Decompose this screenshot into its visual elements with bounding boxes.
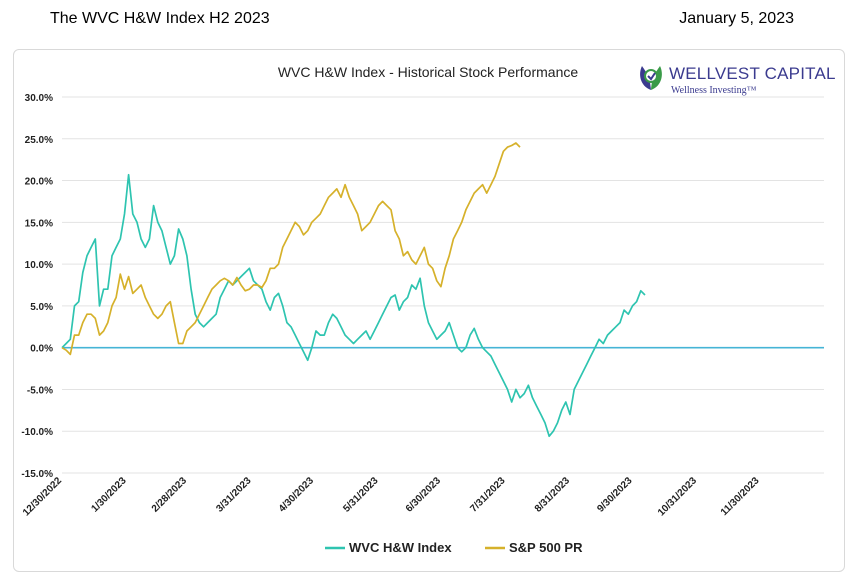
y-tick-label: -5.0% (27, 385, 53, 396)
x-tick-label: 2/28/2023 (150, 475, 190, 515)
leaf-logo-icon (640, 66, 662, 90)
legend-label: WVC H&W Index (349, 540, 452, 555)
x-tick-label: 12/30/2022 (21, 475, 64, 518)
page-title: The WVC H&W Index H2 2023 (50, 10, 270, 27)
x-tick-label: 4/30/2023 (277, 475, 317, 515)
x-tick-label: 8/31/2023 (533, 475, 573, 515)
y-tick-label: 5.0% (30, 302, 53, 313)
x-tick-label: 3/31/2023 (214, 475, 254, 515)
y-tick-label: 10.0% (25, 260, 53, 271)
x-tick-label: 10/31/2023 (656, 475, 699, 518)
wellvest-logo: WELLVEST CAPITAL Wellness Investing™ (636, 62, 835, 99)
y-tick-label: 20.0% (25, 177, 53, 188)
chart-frame (13, 49, 845, 572)
logo-tagline: Wellness Investing™ (671, 85, 757, 96)
y-tick-label: -10.0% (21, 427, 53, 438)
y-tick-label: 30.0% (25, 93, 53, 104)
y-tick-label: 15.0% (25, 218, 53, 229)
x-tick-label: 7/31/2023 (468, 475, 508, 515)
series-line-wvc-h-w-index (61, 173, 646, 438)
series-line-s-p-500-pr (61, 142, 521, 356)
x-tick-label: 1/30/2023 (89, 475, 129, 515)
y-tick-label: 0.0% (30, 344, 53, 355)
x-tick-label: 5/31/2023 (341, 475, 381, 515)
x-tick-label: 9/30/2023 (595, 475, 635, 515)
y-tick-label: 25.0% (25, 135, 53, 146)
logo-name: WELLVEST CAPITAL (669, 64, 836, 83)
x-tick-label: 6/30/2023 (404, 475, 444, 515)
y-tick-label: -15.0% (21, 469, 53, 480)
legend-label: S&P 500 PR (509, 540, 583, 555)
chart-title: WVC H&W Index - Historical Stock Perform… (278, 64, 579, 80)
report-date: January 5, 2023 (679, 10, 794, 27)
x-tick-label: 11/30/2023 (719, 475, 762, 518)
